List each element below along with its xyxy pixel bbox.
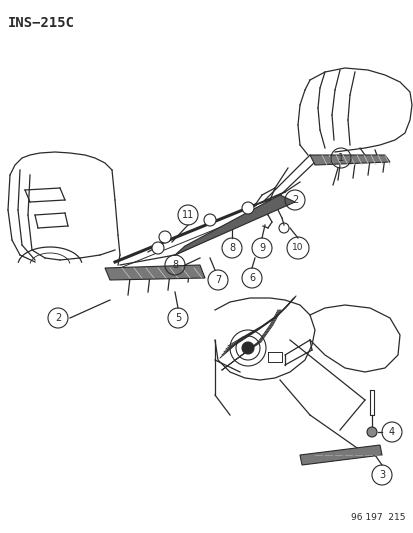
Text: 7: 7	[214, 275, 221, 285]
Text: 2: 2	[291, 195, 297, 205]
Circle shape	[159, 231, 171, 243]
Text: 11: 11	[181, 210, 194, 220]
Text: 10: 10	[292, 244, 303, 253]
Circle shape	[242, 342, 254, 354]
Text: 9: 9	[258, 243, 264, 253]
Text: 3: 3	[378, 470, 384, 480]
Polygon shape	[105, 265, 204, 280]
Circle shape	[366, 427, 376, 437]
Text: 1: 1	[337, 153, 343, 163]
Text: 4: 4	[388, 427, 394, 437]
Circle shape	[152, 242, 164, 254]
Polygon shape	[175, 195, 294, 255]
Text: INS−215C: INS−215C	[8, 16, 75, 30]
Polygon shape	[309, 155, 389, 165]
Circle shape	[204, 214, 216, 226]
Polygon shape	[299, 445, 381, 465]
Text: 5: 5	[174, 313, 181, 323]
Text: 6: 6	[248, 273, 254, 283]
Text: 2: 2	[55, 313, 61, 323]
Circle shape	[242, 202, 254, 214]
Text: 8: 8	[228, 243, 235, 253]
Text: 8: 8	[171, 260, 178, 270]
Text: 96 197  215: 96 197 215	[351, 513, 405, 522]
